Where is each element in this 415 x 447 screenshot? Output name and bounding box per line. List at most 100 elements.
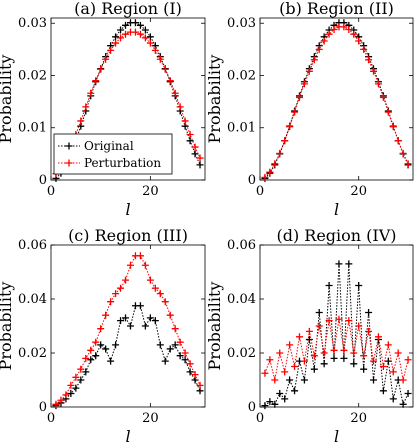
data-point-perturbation [291,108,299,116]
x-tick-label: 20 [142,184,159,199]
data-point-original [72,384,80,392]
legend-marker [65,142,73,150]
x-tick-label: 20 [350,411,367,426]
data-point-perturbation [122,276,130,284]
data-point-perturbation [394,137,402,145]
data-point-perturbation [92,338,100,346]
data-point-perturbation [117,34,125,42]
data-point-perturbation [156,290,164,298]
legend-box [53,133,173,175]
data-point-original [281,395,289,403]
data-point-perturbation [191,143,199,151]
data-point-perturbation [340,346,348,354]
data-point-original [384,357,392,365]
y-axis-label: Probability [205,55,224,144]
data-point-original [92,352,100,360]
data-point-perturbation [186,360,194,368]
chart-title: (a) Region (I) [74,0,182,18]
data-point-perturbation [181,349,189,357]
data-point-perturbation [181,117,189,125]
data-point-original [97,341,105,349]
data-point-perturbation [72,373,80,381]
panel-a: (a) Region (I) 0 20 0 0.01 0.02 0.03 l Probabili… [0,0,206,219]
data-point-perturbation [136,252,144,260]
data-point-original [146,33,154,41]
data-point-perturbation [62,391,70,399]
data-point-perturbation [107,46,115,54]
data-point-original [117,317,125,325]
data-point-original [117,26,125,34]
data-point-original [345,260,353,268]
data-point-perturbation [82,354,90,362]
data-point-perturbation [191,371,199,379]
data-point-perturbation [340,23,348,31]
data-point-perturbation [350,349,358,357]
y-axis-label: Probability [205,282,224,371]
series-line-perturbation [264,26,409,178]
data-point-perturbation [271,376,279,384]
data-point-perturbation [276,349,284,357]
data-point-original [370,376,378,384]
x-tick-label: 20 [142,411,159,426]
data-point-perturbation [404,160,412,168]
data-point-perturbation [399,149,407,157]
data-point-perturbation [404,356,412,364]
data-point-perturbation [166,77,174,85]
data-point-original [176,352,184,360]
data-point-perturbation [310,56,318,64]
x-tick-label: 20 [350,184,367,199]
data-point-original [196,161,204,169]
data-point-original [191,150,199,158]
data-point-original [126,322,134,330]
data-point-perturbation [399,376,407,384]
data-point-original [112,341,120,349]
data-point-perturbation [141,261,149,269]
data-point-original [389,395,397,403]
data-point-original [330,354,338,362]
y-tick-label: 0.04 [227,292,256,307]
x-axis-label: l [125,200,130,219]
data-point-perturbation [122,30,130,38]
data-point-original [186,368,194,376]
series-line-perturbation [55,255,201,405]
data-point-perturbation [355,322,363,330]
y-axis-label: Probability [0,282,15,371]
data-point-perturbation [141,34,149,42]
data-point-perturbation [379,363,387,370]
legend-label: Perturbation [84,156,161,170]
data-point-original [271,400,279,408]
y-tick-label: 0 [39,400,47,415]
data-point-perturbation [300,80,308,88]
data-point-original [300,376,308,384]
data-point-perturbation [365,56,373,64]
data-point-perturbation [345,25,353,33]
data-point-perturbation [77,365,85,373]
x-axis-label: l [334,427,339,446]
data-point-original [146,314,154,322]
data-point-perturbation [87,89,95,97]
data-point-perturbation [286,123,294,131]
y-tick-label: 0.02 [18,346,47,361]
data-point-original [141,322,149,330]
y-tick-label: 0.06 [227,238,256,253]
data-point-perturbation [360,45,368,53]
data-point-perturbation [67,381,75,389]
data-point-original [286,376,294,384]
data-point-perturbation [374,333,382,341]
data-point-original [186,137,194,145]
data-point-perturbation [286,341,294,349]
data-point-perturbation [370,357,378,365]
data-point-original [365,309,373,316]
data-point-original [77,376,85,384]
series-line-original [264,263,409,406]
axes-frame [50,17,206,181]
y-tick-label: 0 [248,400,256,415]
data-point-perturbation [97,65,105,73]
x-axis-label: l [125,427,130,446]
data-point-perturbation [112,39,120,47]
x-tick-label: 0 [47,411,55,426]
data-point-perturbation [345,317,353,325]
data-point-perturbation [394,349,402,357]
data-point-perturbation [126,261,134,269]
data-point-original [310,365,318,373]
